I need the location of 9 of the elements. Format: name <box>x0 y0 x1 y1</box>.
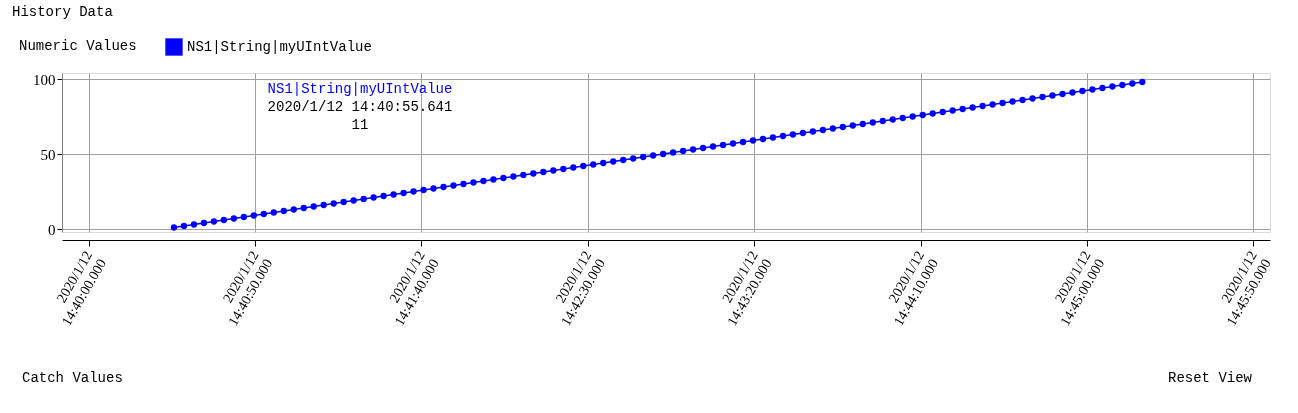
text: Reset View <box>1167 370 1253 386</box>
y-tick-label: 50 <box>40 146 56 163</box>
text: Catch Values <box>22 370 123 386</box>
chart-title: History Data <box>12 4 113 20</box>
y-tick-label: 0 <box>48 221 56 238</box>
chart-subtitle: Numeric Values <box>19 38 137 54</box>
annotation: NS1|String|myUIntValue 2020/1/12 14:40:55.641 11 <box>267 81 453 133</box>
legend-label: NS1|String|myUIntValue <box>187 39 372 55</box>
y-tick-label: 100 <box>33 71 56 88</box>
